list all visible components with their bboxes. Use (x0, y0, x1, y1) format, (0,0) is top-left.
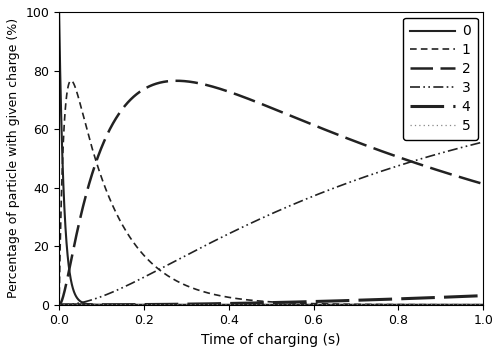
2 (78, 214, 84, 218)
3 (78, 301, 84, 305)
Y-axis label: Percentage of particle with given charge (%): Percentage of particle with given charge… (7, 18, 20, 298)
5 (468, 303, 474, 307)
Line: 0: 0 (59, 12, 483, 305)
Line: 4: 4 (59, 296, 483, 305)
4 (56, 303, 62, 307)
5 (56, 303, 62, 307)
5 (468, 303, 473, 307)
0 (56, 10, 62, 14)
1 (468, 303, 474, 307)
2 (174, 79, 180, 83)
2 (262, 103, 268, 108)
4 (262, 301, 268, 305)
1 (78, 105, 84, 109)
5 (390, 303, 396, 307)
1 (251, 298, 257, 303)
2 (390, 153, 396, 158)
4 (390, 297, 396, 301)
1 (468, 303, 474, 307)
0 (468, 303, 473, 307)
2 (480, 182, 486, 186)
5 (251, 303, 257, 307)
2 (468, 178, 474, 182)
3 (262, 215, 268, 219)
0 (251, 303, 257, 307)
3 (468, 143, 473, 147)
Line: 2: 2 (59, 81, 483, 305)
1 (262, 299, 268, 304)
1 (390, 302, 396, 307)
0 (262, 303, 268, 307)
5 (480, 303, 486, 307)
1 (68, 79, 74, 83)
4 (251, 301, 257, 305)
4 (468, 294, 474, 298)
Line: 3: 3 (59, 142, 483, 305)
3 (251, 219, 257, 224)
4 (468, 294, 473, 298)
3 (56, 303, 62, 307)
4 (78, 303, 84, 307)
2 (251, 99, 257, 103)
0 (468, 303, 474, 307)
X-axis label: Time of charging (s): Time of charging (s) (202, 333, 341, 347)
4 (480, 293, 486, 298)
1 (56, 303, 62, 307)
3 (468, 143, 474, 147)
2 (56, 303, 62, 307)
Line: 1: 1 (59, 81, 483, 305)
0 (78, 299, 84, 304)
1 (480, 303, 486, 307)
5 (262, 303, 268, 307)
3 (480, 140, 486, 144)
Legend: 0, 1, 2, 3, 4, 5: 0, 1, 2, 3, 4, 5 (404, 17, 477, 140)
3 (390, 165, 396, 170)
0 (390, 303, 396, 307)
5 (78, 303, 84, 307)
0 (480, 303, 486, 307)
2 (468, 178, 474, 183)
